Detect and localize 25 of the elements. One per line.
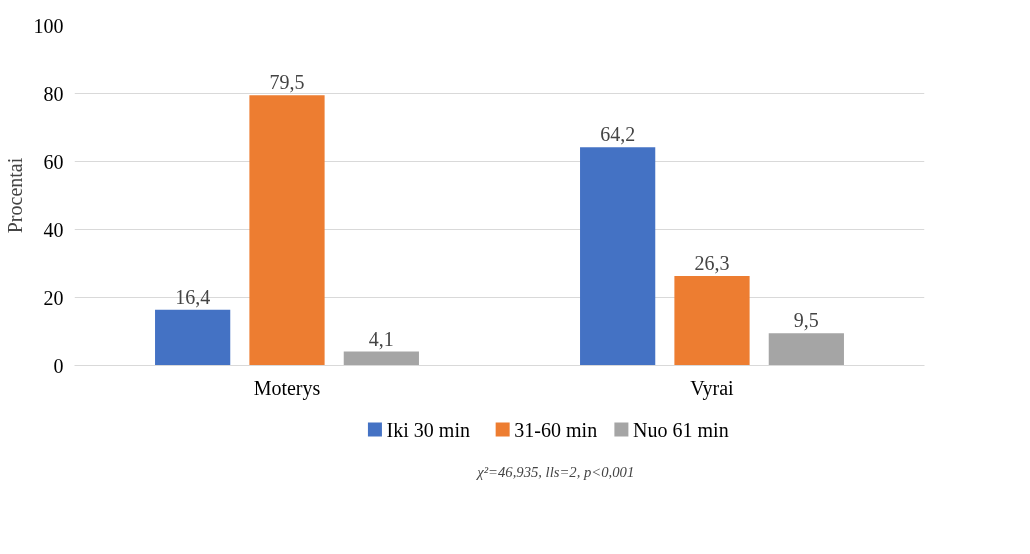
legend-label: Nuo 61 min [633,418,729,441]
y-tick-label: 40 [43,218,64,241]
y-tick-label: 0 [53,354,64,377]
y-tick-label: 80 [43,82,64,105]
legend-label: 31-60 min [514,418,598,441]
legend-label: Iki 30 min [386,418,470,441]
data-label: 16,4 [175,285,211,308]
data-label: 4,1 [368,327,394,350]
data-label: 9,5 [793,309,819,332]
x-tick-label: Vyrai [690,376,735,400]
x-tick-label: Moterys [253,376,321,400]
bar [155,309,231,366]
y-tick-label: 100 [33,14,64,37]
data-label: 64,2 [600,123,636,146]
bar [768,333,844,366]
bar [249,95,325,366]
bar [580,147,656,366]
data-label: 26,3 [694,252,730,275]
text: χ²=46,935, lls=2, p<0,001 [475,463,635,480]
data-label: 79,5 [269,71,305,94]
y-tick-label: 60 [43,150,64,173]
bar [343,351,419,366]
y-tick-label: 20 [43,286,64,309]
y-axis-title: Procentai [3,157,26,234]
bar [674,276,750,366]
